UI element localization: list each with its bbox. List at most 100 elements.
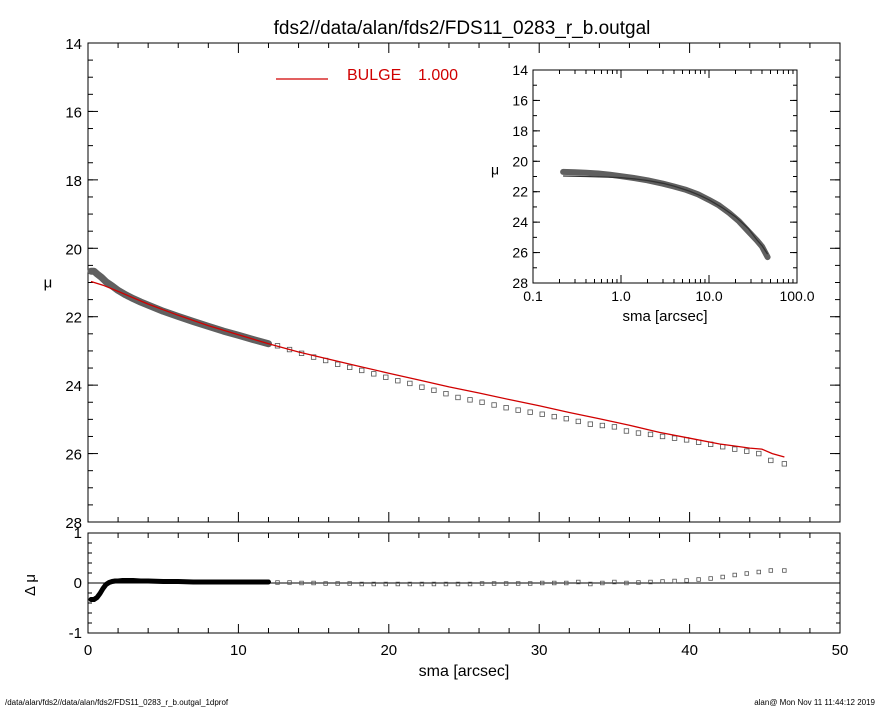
y-tick-label: 20 <box>65 241 82 258</box>
data-point <box>347 364 353 371</box>
residual-point <box>311 580 316 586</box>
residual-point <box>443 581 449 587</box>
residual-point <box>576 579 581 585</box>
residual-point <box>359 581 364 587</box>
residual-point <box>431 581 437 587</box>
y-tick-label: 26 <box>65 447 82 464</box>
y-tick-label: 16 <box>65 104 82 121</box>
residual-point <box>744 571 749 576</box>
residual-point <box>624 580 629 586</box>
residual-point <box>467 581 473 587</box>
y-tick-label: 28 <box>65 515 82 532</box>
main-panel: 14 16 18 20 22 24 26 28 μ BULGE 1.000 <box>44 36 841 532</box>
data-point <box>407 380 413 387</box>
data-point <box>395 378 401 384</box>
inset-y-tick-label: 24 <box>512 214 528 230</box>
data-point <box>479 399 485 405</box>
data-point <box>551 413 557 420</box>
inset-y-tick-label: 14 <box>512 62 528 78</box>
x-tick-label: 0 <box>84 642 92 659</box>
footer-left: /data/alan/fds2//data/alan/fds2/FDS11_02… <box>5 698 229 707</box>
inset-y-tick-label: 18 <box>512 123 528 139</box>
data-point <box>371 371 377 377</box>
residual-point <box>720 574 725 580</box>
plot-title: fds2//data/alan/fds2/FDS11_0283_r_b.outg… <box>274 18 651 39</box>
y-tick-label: 22 <box>65 310 82 327</box>
data-point <box>431 387 437 393</box>
residual-point <box>503 581 509 586</box>
data-point <box>455 394 461 401</box>
legend-value: 1.000 <box>418 67 458 84</box>
res-y-tick-label: -1 <box>69 625 82 642</box>
inset-data-band <box>560 168 771 261</box>
x-tick-label: 40 <box>681 642 698 659</box>
residual-point <box>323 581 328 586</box>
residual-point <box>672 578 677 584</box>
residual-point <box>648 579 653 585</box>
residual-point <box>335 581 340 586</box>
y-tick-label: 18 <box>65 173 82 190</box>
residual-point <box>732 572 737 578</box>
data-point <box>611 424 618 430</box>
res-y-axis-label: Δ μ <box>22 574 39 596</box>
residual-point <box>419 581 425 587</box>
residual-point <box>299 580 304 586</box>
data-point <box>503 405 509 411</box>
residual-point <box>782 568 787 573</box>
residual-point <box>696 577 701 582</box>
x-tick-label: 20 <box>380 642 397 659</box>
legend-label: BULGE <box>347 67 401 84</box>
residual-point <box>636 580 641 585</box>
x-tick-label: 50 <box>832 642 849 659</box>
res-y-tick-label: 0 <box>74 575 82 592</box>
data-point <box>539 411 545 417</box>
residual-point <box>395 581 401 587</box>
residual-point <box>552 580 557 586</box>
residual-point <box>527 581 533 586</box>
inset-y-tick-label: 28 <box>512 275 528 291</box>
residual-point <box>612 579 617 585</box>
inset-x-tick-label: 0.1 <box>523 288 543 304</box>
residual-point <box>660 579 665 584</box>
x-axis-label: sma [arcsec] <box>419 663 510 680</box>
inset-y-tick-label: 20 <box>512 153 528 169</box>
inset-x-tick-label: 10.0 <box>695 288 722 304</box>
y-axis-label: μ <box>44 275 53 292</box>
data-point <box>732 446 738 452</box>
inset-y-axis-label: μ <box>491 162 499 178</box>
inset-y-tick-label: 16 <box>512 92 528 108</box>
residual-point <box>491 581 497 586</box>
data-point <box>563 416 569 422</box>
residual-point <box>287 580 292 585</box>
residual-point <box>708 576 713 581</box>
residual-point <box>455 581 461 587</box>
inset-y-tick-label: 26 <box>512 245 528 261</box>
footer-right: alan@ Mon Nov 11 11:44:12 2019 <box>754 698 875 707</box>
data-dense-band <box>87 267 272 348</box>
data-point <box>575 418 581 425</box>
residual-point <box>684 578 689 583</box>
data-point <box>359 367 365 374</box>
inset-x-axis-label: sma [arcsec] <box>622 308 707 325</box>
data-point <box>671 435 678 441</box>
data-point <box>383 374 389 380</box>
data-point <box>647 431 654 438</box>
residual-point <box>371 581 376 587</box>
data-point <box>659 433 666 440</box>
residual-point <box>564 580 569 586</box>
inset-y-tick-label: 22 <box>512 184 528 200</box>
y-tick-label: 14 <box>65 36 82 53</box>
data-point <box>310 354 317 360</box>
data-point <box>756 450 762 457</box>
residual-dense-band <box>88 578 271 602</box>
data-point <box>744 448 750 454</box>
residual-point <box>768 568 774 573</box>
residual-point <box>540 580 545 586</box>
data-point <box>419 384 425 390</box>
data-point <box>491 402 497 408</box>
inset-model-line <box>563 175 769 255</box>
inset-x-tick-label: 100.0 <box>779 288 814 304</box>
residual-point <box>600 580 605 586</box>
residual-point <box>407 581 413 587</box>
